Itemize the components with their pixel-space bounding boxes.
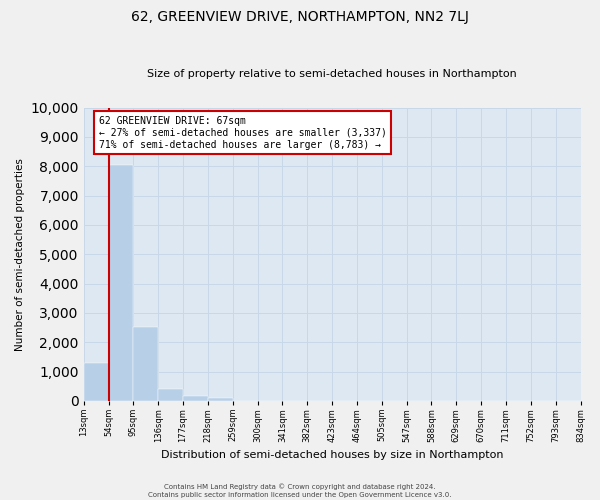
Title: Size of property relative to semi-detached houses in Northampton: Size of property relative to semi-detach… <box>147 69 517 79</box>
Y-axis label: Number of semi-detached properties: Number of semi-detached properties <box>15 158 25 350</box>
Text: 62 GREENVIEW DRIVE: 67sqm
← 27% of semi-detached houses are smaller (3,337)
71% : 62 GREENVIEW DRIVE: 67sqm ← 27% of semi-… <box>98 116 386 150</box>
Bar <box>109 164 133 401</box>
Text: 62, GREENVIEW DRIVE, NORTHAMPTON, NN2 7LJ: 62, GREENVIEW DRIVE, NORTHAMPTON, NN2 7L… <box>131 10 469 24</box>
Bar <box>183 396 208 401</box>
Bar <box>208 398 233 401</box>
Bar <box>158 390 183 401</box>
Bar <box>83 362 109 401</box>
Text: Contains HM Land Registry data © Crown copyright and database right 2024.
Contai: Contains HM Land Registry data © Crown c… <box>148 484 452 498</box>
Bar <box>133 326 158 401</box>
X-axis label: Distribution of semi-detached houses by size in Northampton: Distribution of semi-detached houses by … <box>161 450 503 460</box>
